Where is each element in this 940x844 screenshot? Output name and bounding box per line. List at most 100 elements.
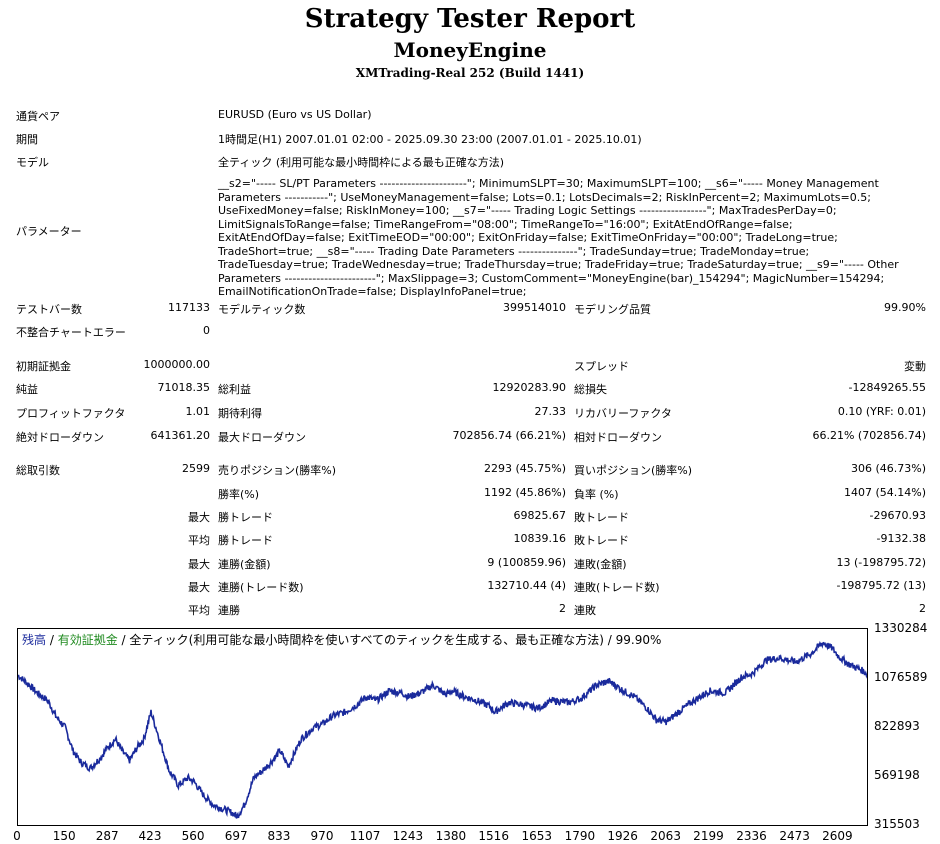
period-label: 期間 [16,133,38,146]
symbol-value: EURUSD (Euro vs US Dollar) [218,108,372,121]
spread-label: スプレッド [574,360,629,373]
expected-payoff-value: 27.33 [534,405,567,418]
consec-win-money-value: 9 (100859.96) [487,556,566,569]
max-prefix: 最大 [188,581,210,594]
profit-factor-label: プロフィットファクタ [16,407,126,420]
x-tick-label: 287 [95,829,119,843]
total-trades-label: 総取引数 [16,464,60,477]
abs-drawdown-label: 絶対ドローダウン [16,431,104,444]
legend-model: 全ティック(利用可能な最小時間枠を使いすべてのティックを生成する、最も正確な方法… [129,633,662,647]
x-tick-label: 1926 [607,829,638,843]
gross-loss-value: -12849265.55 [848,381,926,394]
x-tick-label: 423 [138,829,162,843]
avg-consec-loss-value: 2 [919,602,926,615]
bars-value: 117133 [168,301,210,314]
max-drawdown-value: 702856.74 (66.21%) [452,429,566,442]
x-tick-label: 1380 [435,829,467,843]
model-value: 全ティック (利用可能な最小時間枠による最も正確な方法) [218,156,505,169]
x-tick-label: 2473 [779,829,810,843]
legend-separator: / [46,633,58,647]
x-tick-label: 2199 [693,829,724,843]
quality-value: 99.90% [884,301,926,314]
consec-win-count-value: 132710.44 (4) [487,579,566,592]
total-trades-value: 2599 [182,462,210,475]
x-tick-label: 1790 [564,829,596,843]
avg-prefix: 平均 [188,534,210,547]
avg-loss-value: -9132.38 [876,532,926,545]
server-info: XMTrading-Real 252 (Build 1441) [355,66,585,80]
x-tick-label: 970 [310,829,334,843]
gross-profit-value: 12920283.90 [492,381,566,394]
recovery-factor-value: 0.10 (YRF: 0.01) [837,405,926,418]
net-profit-value: 71018.35 [157,381,211,394]
consec-loss-money-value: 13 (-198795.72) [836,556,926,569]
ticks-value: 399514010 [503,301,566,314]
consec-win-count-label: 連勝(トレード数) [218,581,304,594]
y-tick-label: 569198 [874,768,920,782]
legend-separator: / [117,633,130,647]
report-title: Strategy Tester Report [304,4,636,34]
expected-payoff-label: 期待利得 [218,407,262,420]
avg-consec-win-value: 2 [559,602,566,615]
short-positions-value: 2293 (45.75%) [483,462,566,475]
balance-chart-svg [18,640,867,819]
spread-value: 変動 [904,360,926,373]
ea-name: MoneyEngine [393,38,547,62]
max-win-value: 69825.67 [513,509,567,522]
recovery-factor-label: リカバリーファクタ [574,407,672,420]
deposit-value: 1000000.00 [143,358,210,371]
avg-win-value: 10839.16 [513,532,567,545]
period-value: 1時間足(H1) 2007.01.01 02:00 - 2025.09.30 2… [218,133,642,146]
loss-rate-label: 負率 (%) [574,488,619,501]
max-loss-label: 敗トレード [574,511,629,524]
x-tick-label: 1516 [478,829,509,843]
chart-legend: 残高 / 有効証拠金 / 全ティック(利用可能な最小時間枠を使いすべてのティック… [22,631,661,648]
mismatch-value: 0 [203,324,210,337]
rel-drawdown-label: 相対ドローダウン [574,431,662,444]
x-tick-label: 1243 [392,829,424,843]
deposit-label: 初期証拠金 [16,360,71,373]
long-positions-label: 買いポジション(勝率%) [574,464,693,477]
x-tick-label: 0 [13,829,21,843]
avg-consec-win-label: 連勝 [218,604,240,617]
consec-win-money-label: 連勝(金額) [218,558,271,571]
gross-loss-label: 総損失 [574,383,607,396]
balance-chart [17,628,868,826]
y-tick-label: 1076589 [874,669,928,684]
avg-prefix: 平均 [188,604,210,617]
max-drawdown-label: 最大ドローダウン [218,431,306,444]
legend-balance: 残高 [22,633,47,647]
x-tick-label: 833 [267,829,291,843]
bars-label: テストバー数 [16,303,82,316]
x-tick-label: 1653 [521,829,553,843]
win-rate-value: 1192 (45.86%) [483,486,566,499]
y-tick-label: 1330284 [874,621,928,635]
params-label: パラメーター [16,225,82,238]
long-positions-value: 306 (46.73%) [850,462,926,475]
model-label: モデル [16,156,49,169]
symbol-label: 通貨ペア [16,110,60,123]
x-tick-label: 2336 [736,829,767,843]
abs-drawdown-value: 641361.20 [150,429,211,442]
params-value: __s2="----- SL/PT Parameters -----------… [218,177,899,298]
rel-drawdown-value: 66.21% (702856.74) [812,429,926,442]
x-tick-label: 150 [52,829,76,843]
gross-profit-label: 総利益 [218,383,251,396]
max-loss-value: -29670.93 [869,509,926,522]
ticks-label: モデルティック数 [218,303,306,316]
x-tick-label: 697 [224,829,248,843]
loss-rate-value: 1407 (54.14%) [843,486,926,499]
net-profit-label: 純益 [16,383,38,396]
legend-equity: 有効証拠金 [57,633,118,647]
x-tick-label: 2609 [822,829,853,843]
profit-factor-value: 1.01 [185,405,211,418]
balance-line [18,640,867,819]
consec-loss-money-label: 連敗(金額) [574,558,627,571]
short-positions-label: 売りポジション(勝率%) [218,464,337,477]
mismatch-label: 不整合チャートエラー [16,326,126,339]
y-tick-label: 822893 [874,719,920,733]
x-tick-label: 2063 [650,829,681,843]
quality-label: モデリング品質 [574,303,651,316]
avg-consec-loss-label: 連敗 [574,604,596,617]
win-rate-label: 勝率(%) [218,488,260,501]
